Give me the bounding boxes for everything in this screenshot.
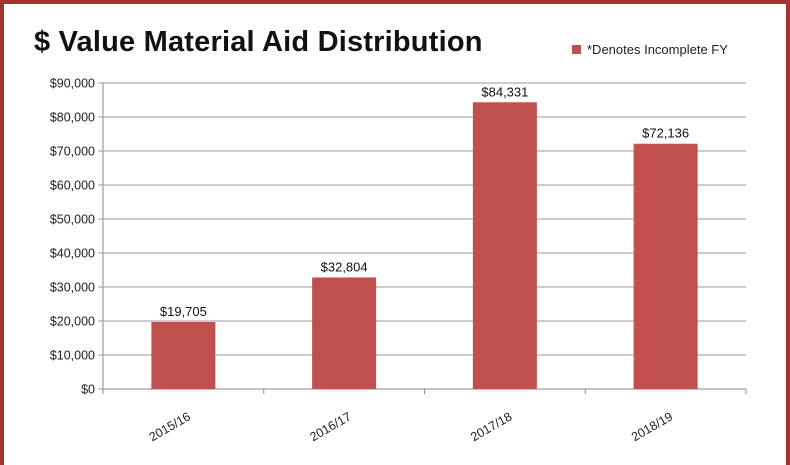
bar <box>151 322 216 389</box>
x-category-label: 2015/16 <box>147 409 193 444</box>
y-tick-label: $80,000 <box>50 111 95 125</box>
bar <box>633 143 698 389</box>
x-category-label: 2018/19 <box>629 409 675 444</box>
x-category-label: 2016/17 <box>307 409 353 444</box>
y-tick-label: $90,000 <box>50 77 95 91</box>
bar <box>312 277 377 389</box>
y-tick-label: $0 <box>81 383 95 397</box>
data-label: $32,804 <box>321 259 368 274</box>
bar <box>472 102 537 389</box>
y-tick-label: $40,000 <box>50 247 95 261</box>
y-tick-label: $10,000 <box>50 349 95 363</box>
y-tick-label: $50,000 <box>50 213 95 227</box>
x-category-label: 2017/18 <box>468 409 514 444</box>
y-tick-label: $70,000 <box>50 145 95 159</box>
legend-swatch <box>572 45 581 54</box>
data-label: $72,136 <box>642 126 689 141</box>
legend-label: *Denotes Incomplete FY <box>587 42 728 57</box>
y-tick-label: $30,000 <box>50 281 95 295</box>
data-label: $84,331 <box>481 84 528 99</box>
chart-title: $ Value Material Aid Distribution <box>34 26 483 58</box>
data-label: $19,705 <box>160 304 207 319</box>
y-tick-label: $60,000 <box>50 179 95 193</box>
y-tick-label: $20,000 <box>50 315 95 329</box>
legend: *Denotes Incomplete FY <box>572 42 728 57</box>
